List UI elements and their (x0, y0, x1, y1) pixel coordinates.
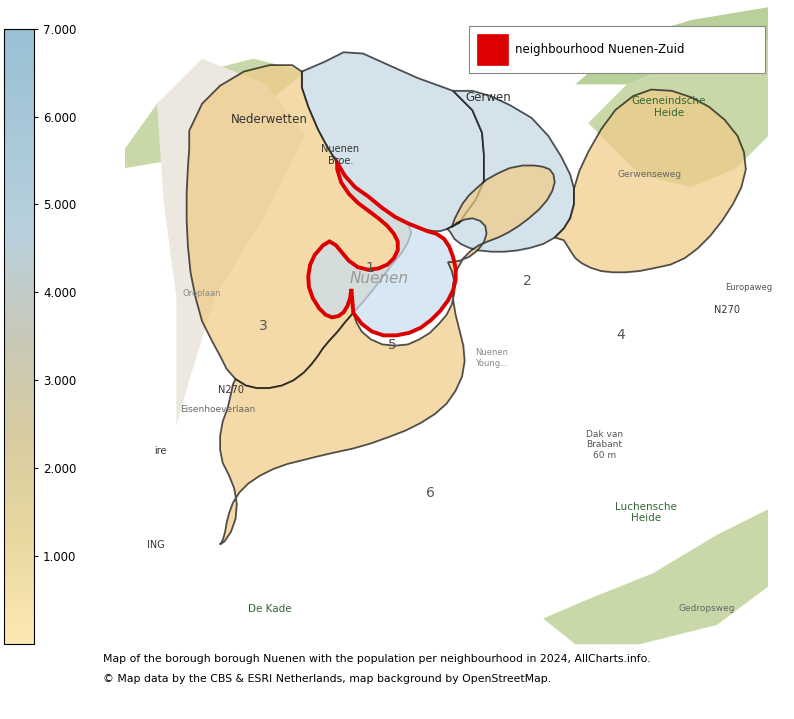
Text: 6: 6 (426, 486, 435, 500)
Polygon shape (157, 59, 305, 426)
FancyBboxPatch shape (469, 27, 765, 73)
Text: © Map data by the CBS & ESRI Netherlands, map background by OpenStreetMap.: © Map data by the CBS & ESRI Netherlands… (103, 674, 551, 684)
Text: 3: 3 (259, 319, 268, 333)
Polygon shape (576, 7, 769, 84)
Text: Europaweg: Europaweg (726, 283, 773, 292)
Polygon shape (446, 91, 574, 252)
Text: Nuenen
Young...: Nuenen Young... (475, 348, 508, 367)
Text: 4: 4 (616, 329, 625, 342)
Polygon shape (302, 52, 484, 231)
FancyBboxPatch shape (477, 35, 507, 65)
Polygon shape (555, 90, 746, 273)
Text: 2: 2 (522, 274, 531, 288)
Polygon shape (588, 40, 769, 188)
Text: 1: 1 (365, 261, 374, 275)
Text: ire: ire (154, 446, 167, 457)
Polygon shape (220, 165, 555, 544)
Text: Dak van
Brabant
60 m: Dak van Brabant 60 m (586, 430, 622, 459)
Text: Gerwenseweg: Gerwenseweg (617, 170, 681, 179)
Polygon shape (543, 509, 769, 644)
Text: Gerwen: Gerwen (465, 91, 511, 104)
Text: 5: 5 (387, 338, 396, 352)
Polygon shape (187, 65, 411, 388)
Text: Nuenen
Broe.: Nuenen Broe. (322, 145, 360, 166)
Text: N270: N270 (714, 305, 739, 315)
Text: De Kade: De Kade (248, 604, 291, 614)
Text: Oroplaan: Oroplaan (183, 289, 222, 298)
Text: Map of the borough borough Nuenen with the population per neighbourhood in 2024,: Map of the borough borough Nuenen with t… (103, 654, 651, 664)
Text: Luchensche
Heide: Luchensche Heide (615, 502, 677, 523)
Polygon shape (125, 59, 305, 168)
Text: N270: N270 (218, 385, 244, 395)
Text: neighbourhood Nuenen-Zuid: neighbourhood Nuenen-Zuid (515, 43, 685, 56)
Text: Nederwetten: Nederwetten (231, 114, 308, 127)
Text: Nuenen: Nuenen (349, 271, 409, 286)
Text: Gedropsweg: Gedropsweg (679, 605, 735, 613)
Text: Eisenhoeverlaan: Eisenhoeverlaan (180, 405, 256, 414)
Text: Geeneindsche
Heide: Geeneindsche Heide (631, 96, 706, 118)
Text: ING: ING (147, 539, 164, 549)
Polygon shape (308, 163, 456, 335)
